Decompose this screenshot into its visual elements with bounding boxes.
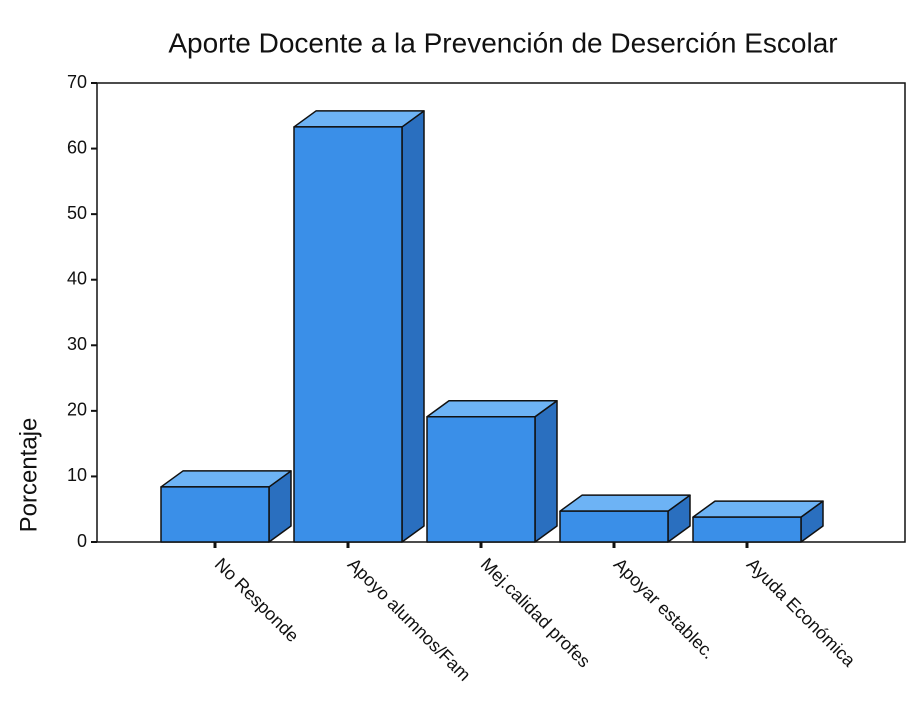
bar-top bbox=[160, 470, 292, 488]
y-tick-label: 30 bbox=[67, 334, 87, 354]
bar-top bbox=[293, 110, 425, 128]
y-axis-label: Porcentaje bbox=[15, 418, 42, 533]
bar-front bbox=[559, 510, 669, 543]
y-tick-label: 10 bbox=[67, 465, 87, 485]
y-tick-label: 20 bbox=[67, 400, 87, 420]
bar-front bbox=[160, 486, 270, 543]
chart-title: Aporte Docente a la Prevención de Deserc… bbox=[168, 27, 837, 58]
bar-top bbox=[426, 400, 558, 418]
bar bbox=[160, 470, 292, 543]
bar-front bbox=[692, 516, 802, 543]
bar-side bbox=[401, 110, 425, 543]
bar-top bbox=[692, 500, 824, 518]
bar-front bbox=[293, 126, 403, 543]
bar-side bbox=[534, 400, 558, 543]
bar bbox=[293, 110, 425, 543]
bar-front bbox=[426, 416, 536, 543]
y-tick-label: 40 bbox=[67, 268, 87, 288]
bar bbox=[559, 494, 691, 543]
bar bbox=[692, 500, 824, 543]
bar bbox=[426, 400, 558, 543]
bar-top bbox=[559, 494, 691, 512]
y-tick-label: 60 bbox=[67, 137, 87, 157]
y-tick-label: 70 bbox=[67, 72, 87, 92]
y-tick-label: 50 bbox=[67, 203, 87, 223]
y-tick-label: 0 bbox=[77, 531, 87, 551]
